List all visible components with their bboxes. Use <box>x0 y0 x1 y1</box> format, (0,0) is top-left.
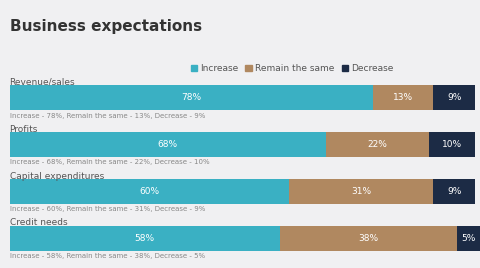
Bar <box>433 179 475 204</box>
Bar <box>10 179 289 204</box>
Text: 78%: 78% <box>181 93 201 102</box>
Text: Revenue/sales: Revenue/sales <box>10 78 75 87</box>
Text: 5%: 5% <box>461 234 475 243</box>
Text: 31%: 31% <box>351 187 371 196</box>
Text: 38%: 38% <box>358 234 378 243</box>
Text: Profits: Profits <box>10 125 38 134</box>
Text: 9%: 9% <box>447 187 461 196</box>
Text: Capital expenditures: Capital expenditures <box>10 172 104 181</box>
Legend: Increase, Remain the same, Decrease: Increase, Remain the same, Decrease <box>187 61 397 77</box>
Text: 58%: 58% <box>134 234 155 243</box>
Text: 10%: 10% <box>442 140 462 149</box>
Bar <box>280 226 456 251</box>
Text: Increase - 78%, Remain the same - 13%, Decrease - 9%: Increase - 78%, Remain the same - 13%, D… <box>10 113 205 118</box>
Text: Increase - 58%, Remain the same - 38%, Decrease - 5%: Increase - 58%, Remain the same - 38%, D… <box>10 253 205 259</box>
Text: 9%: 9% <box>447 93 461 102</box>
Bar <box>433 85 475 110</box>
Text: 60%: 60% <box>139 187 159 196</box>
Bar <box>10 85 373 110</box>
Text: Business expectations: Business expectations <box>10 19 202 34</box>
Bar <box>289 179 433 204</box>
Text: Increase - 68%, Remain the same - 22%, Decrease - 10%: Increase - 68%, Remain the same - 22%, D… <box>10 159 209 165</box>
Bar <box>10 132 326 157</box>
Text: 68%: 68% <box>158 140 178 149</box>
Bar <box>373 85 433 110</box>
Bar <box>10 226 280 251</box>
Text: 22%: 22% <box>368 140 387 149</box>
Bar <box>429 132 475 157</box>
Bar <box>456 226 480 251</box>
Bar <box>326 132 429 157</box>
Text: Credit needs: Credit needs <box>10 218 67 228</box>
Text: 13%: 13% <box>393 93 413 102</box>
Text: Increase - 60%, Remain the same - 31%, Decrease - 9%: Increase - 60%, Remain the same - 31%, D… <box>10 206 205 212</box>
